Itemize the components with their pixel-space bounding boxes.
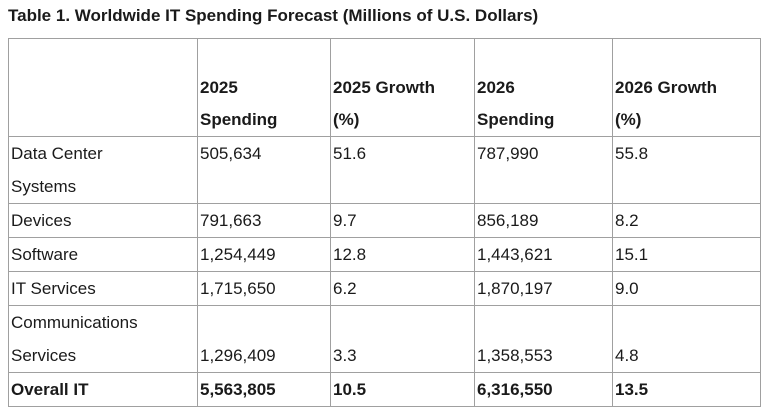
table-row: Overall IT 5,563,805 10.5 6,316,550 13.5 (8, 372, 761, 407)
cell: 1,715,650 (197, 271, 331, 306)
cell: 13.5 (612, 372, 761, 407)
cell: 856,189 (474, 203, 613, 238)
cell: 791,663 (197, 203, 331, 238)
cell: 9.7 (330, 203, 475, 238)
cell-line: IT Services (11, 279, 96, 298)
row-label: Devices (8, 203, 198, 238)
cell-line: Software (11, 245, 79, 264)
cell-line: Data Center (11, 144, 103, 163)
row-label: Overall IT (8, 372, 198, 407)
cell: 505,634 (197, 136, 331, 204)
header-row: 2025 Spending 2025 Growth (%) 2026 Spending 20… (8, 38, 761, 137)
cell-line: Devices (11, 211, 72, 230)
cell: 51.6 (330, 136, 475, 204)
cell: 9.0 (612, 271, 761, 306)
cell: 8.2 (612, 203, 761, 238)
cell-line: Spending (200, 110, 278, 129)
cell: 1,443,621 (474, 237, 613, 272)
table-row: IT Services 1,715,650 6.2 1,870,197 9.0 (8, 271, 761, 306)
cell-line: Services (11, 346, 77, 365)
row-label: Communications Services (8, 305, 198, 373)
table-row: Communications Services 1,296,409 3.3 1,358,… (8, 305, 761, 373)
cell-line: 2025 Growth (333, 78, 436, 97)
cell-line: 2025 (200, 78, 238, 97)
table-row: Devices 791,663 9.7 856,189 8.2 (8, 203, 761, 238)
table-title: Table 1. Worldwide IT Spending Forecast … (8, 6, 539, 25)
cell: 1,254,449 (197, 237, 331, 272)
cell-line: 2026 Growth (615, 78, 718, 97)
cell: 6.2 (330, 271, 475, 306)
cell: 1,358,553 (474, 305, 613, 373)
cell: 1,296,409 (197, 305, 331, 373)
header-cell (8, 38, 198, 137)
cell-line: 2026 (477, 78, 515, 97)
table-row: Software 1,254,449 12.8 1,443,621 15.1 (8, 237, 761, 272)
header-cell: 2026 Growth (%) (612, 38, 761, 137)
cell-line: Overall IT (11, 380, 89, 399)
cell-line: Communications (11, 313, 138, 332)
cell-line: Spending (477, 110, 555, 129)
cell-line: (%) (333, 110, 360, 129)
cell: 10.5 (330, 372, 475, 407)
cell: 1,870,197 (474, 271, 613, 306)
cell: 12.8 (330, 237, 475, 272)
row-label: Data Center Systems (8, 136, 198, 204)
cell: 15.1 (612, 237, 761, 272)
cell: 55.8 (612, 136, 761, 204)
header-cell: 2026 Spending (474, 38, 613, 137)
cell: 5,563,805 (197, 372, 331, 407)
header-cell: 2025 Spending (197, 38, 331, 137)
table-row: Data Center Systems 505,634 51.6 787,990 55.8 (8, 136, 761, 204)
spending-table: 2025 Spending 2025 Growth (%) 2026 Spending 20… (8, 38, 761, 407)
row-label: IT Services (8, 271, 198, 306)
cell: 787,990 (474, 136, 613, 204)
cell: 3.3 (330, 305, 475, 373)
row-label: Software (8, 237, 198, 272)
cell-line: (%) (615, 110, 642, 129)
header-cell: 2025 Growth (%) (330, 38, 475, 137)
cell-line: Systems (11, 177, 77, 196)
cell: 6,316,550 (474, 372, 613, 407)
cell: 4.8 (612, 305, 761, 373)
